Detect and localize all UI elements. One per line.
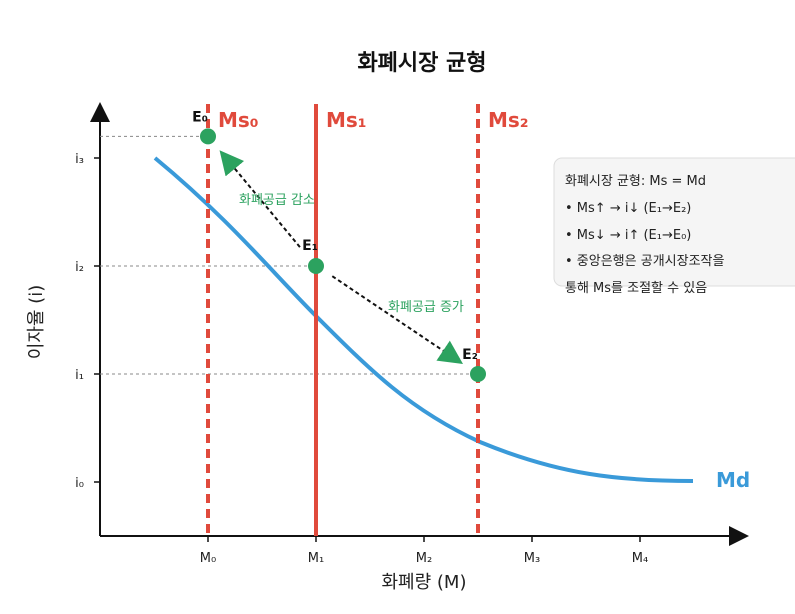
x-tick-label: M₀ (200, 551, 216, 566)
y-tick-label: i₃ (75, 152, 84, 167)
supply-curve-label: Ms₀ (218, 108, 259, 132)
info-line-1: 화폐시장 균형: Ms = Md (565, 174, 706, 189)
shift-arrow-label: 화폐공급 증가 (388, 300, 464, 315)
info-box-background (553, 157, 795, 287)
guide-lines (100, 135, 478, 375)
money-demand-curve (153, 156, 694, 483)
info-box: 화폐시장 균형: Ms = Md • Ms↑ → i↓ (E₁→E₂) • Ms… (553, 157, 795, 296)
info-line-4: • 중앙은행은 공개시장조작을 (565, 253, 724, 269)
y-axis-label: 이자율 (i) (26, 285, 47, 359)
demand-curve-label: Md (716, 468, 750, 492)
x-tick-label: M₂ (416, 551, 432, 566)
info-line-2: • Ms↑ → i↓ (E₁→E₂) (565, 201, 691, 216)
info-line-3: • Ms↓ → i↑ (E₁→E₀) (565, 228, 691, 243)
shift-arrow (219, 150, 301, 248)
shift-arrow-label: 화폐공급 감소 (239, 193, 315, 208)
equilibrium-point (200, 128, 216, 145)
supply-curve-label: Ms₁ (326, 108, 367, 132)
y-tick-label: i₀ (75, 476, 84, 491)
supply-curve-label: Ms₂ (488, 108, 529, 132)
equilibrium-point (470, 366, 486, 382)
equilibrium-point-label: E₁ (302, 238, 318, 254)
equilibrium-point-label: E₀ (192, 109, 208, 125)
money-supply-curves: Ms₀ Ms₁ Ms₂ (206, 104, 529, 536)
x-tick-label: M₄ (632, 551, 648, 566)
chart-title: 화폐시장 균형 (357, 51, 486, 76)
x-ticks: M₀ M₁ M₂ M₃ M₄ (200, 536, 648, 566)
x-axis-label: 화폐량 (M) (382, 572, 467, 593)
equilibrium-point (308, 258, 324, 274)
y-tick-label: i₁ (75, 368, 84, 383)
shift-arrow (331, 275, 464, 365)
y-ticks: i₀ i₁ i₂ i₃ (75, 152, 100, 491)
equilibrium-points: E₀ E₁ E₂ (192, 109, 486, 382)
x-tick-label: M₃ (524, 551, 540, 566)
info-line-5: 통해 Ms를 조절할 수 있음 (565, 281, 707, 296)
equilibrium-point-label: E₂ (462, 347, 478, 363)
x-tick-label: M₁ (308, 551, 324, 566)
y-tick-label: i₂ (75, 260, 84, 275)
